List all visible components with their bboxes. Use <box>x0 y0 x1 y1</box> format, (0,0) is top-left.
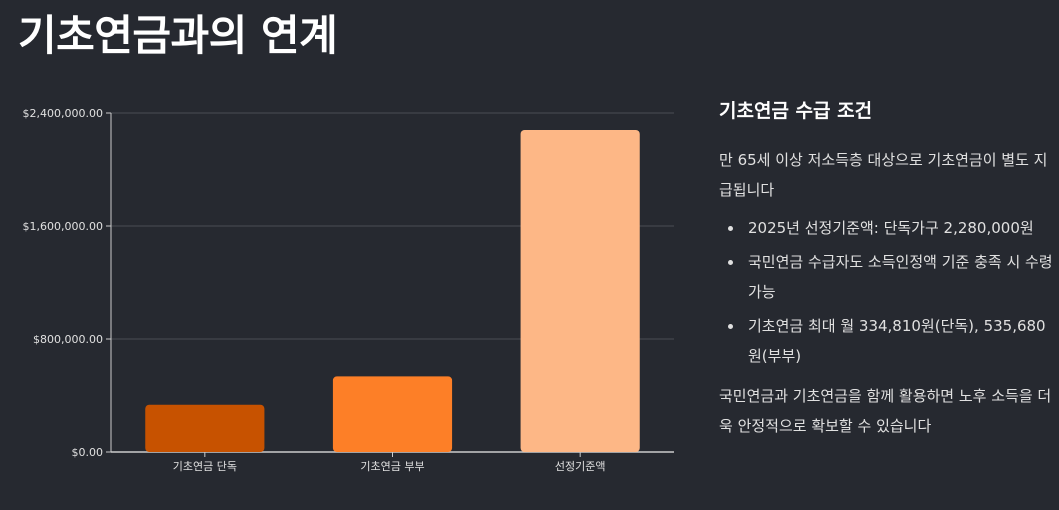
y-tick-label: $0.00 <box>72 446 104 459</box>
list-item-text: 2025년 선정기준액: 단독가구 2,280,000원 <box>748 219 1034 237</box>
page-title: 기초연금과의 연계 <box>18 11 338 60</box>
x-tick-label: 선정기준액 <box>555 460 606 473</box>
bar-2 <box>332 376 453 452</box>
bar-3 <box>520 129 640 452</box>
list-item: 2025년 선정기준액: 단독가구 2,280,000원 <box>719 213 1059 243</box>
list-item: 기초연금 최대 월 334,810원(단독), 535,680원(부부) <box>719 311 1059 371</box>
x-tick-label: 기초연금 부부 <box>360 460 424 473</box>
info-bullet-list: 2025년 선정기준액: 단독가구 2,280,000원 국민연금 수급자도 소… <box>719 213 1059 371</box>
info-heading: 기초연금 수급 조건 <box>719 100 873 122</box>
chart: $0.00 $800,000.00 $1,600,000.00 $2,400,000.… <box>0 95 690 495</box>
bullet-icon <box>728 260 733 265</box>
list-item: 국민연금 수급자도 소득인정액 기준 충족 시 수령 가능 <box>719 247 1059 307</box>
bullet-icon <box>728 226 733 231</box>
x-tick-label: 기초연금 단독 <box>173 460 237 473</box>
bullet-icon <box>728 324 733 329</box>
list-item-text: 기초연금 최대 월 334,810원(단독), 535,680원(부부) <box>748 317 1046 365</box>
y-tick-label: $800,000.00 <box>33 333 103 346</box>
info-panel: 기초연금 수급 조건 만 65세 이상 저소득층 대상으로 기초연금이 별도 지… <box>719 96 1059 441</box>
bar-1 <box>145 404 265 452</box>
y-tick-label: $2,400,000.00 <box>23 107 103 120</box>
y-tick-label: $1,600,000.00 <box>23 220 103 233</box>
list-item-text: 국민연금 수급자도 소득인정액 기준 충족 시 수령 가능 <box>748 253 1053 301</box>
info-intro: 만 65세 이상 저소득층 대상으로 기초연금이 별도 지급됩니다 <box>719 151 1048 199</box>
info-outro: 국민연금과 기초연금을 함께 활용하면 노후 소득을 더욱 안정적으로 확보할 … <box>719 387 1052 435</box>
bar-chart-svg: $0.00 $800,000.00 $1,600,000.00 $2,400,000.… <box>23 107 674 473</box>
